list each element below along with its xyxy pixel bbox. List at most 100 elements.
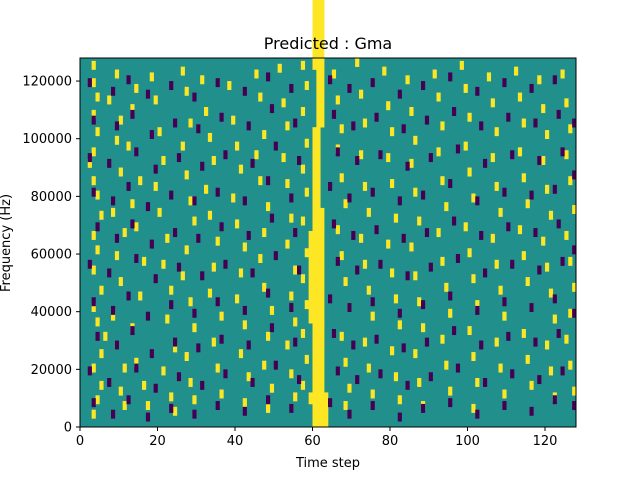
x-tick-label: 20: [149, 434, 166, 449]
heatmap-cell-high: [231, 193, 236, 203]
y-axis: 0 20000 40000 60000 80000 100000 120000: [22, 75, 80, 436]
heatmap-cell-high: [281, 98, 286, 108]
heatmap-cell-high: [281, 153, 286, 163]
heatmap-cell-high: [200, 75, 205, 85]
heatmap-cell-low: [475, 86, 480, 96]
heatmap-cell-low: [378, 259, 383, 269]
heatmap-cell-high: [444, 360, 449, 370]
heatmap-cell-low: [351, 121, 356, 131]
heatmap-cell-high: [304, 300, 309, 310]
heatmap-cell-low: [351, 340, 356, 350]
heatmap-cell-high: [111, 207, 116, 217]
heatmap-cell-low: [556, 219, 561, 229]
heatmap-cell-low: [153, 164, 158, 174]
heatmap-cell-low: [223, 369, 228, 379]
heatmap-cell-high: [312, 0, 317, 70]
heatmap-cell-low: [370, 297, 375, 307]
heatmap-cell-low: [347, 193, 352, 203]
heatmap-cell-low: [87, 366, 92, 376]
heatmap-cell-high: [258, 176, 263, 186]
heatmap-cell-high: [254, 150, 259, 160]
heatmap-cell-low: [428, 153, 433, 163]
heatmap-cell-high: [180, 271, 185, 281]
heatmap-cell-low: [130, 219, 135, 229]
heatmap-cell-high: [188, 297, 193, 307]
heatmap-cell-high: [405, 75, 410, 85]
heatmap-cell-high: [568, 176, 573, 186]
heatmap-cell-low: [215, 401, 220, 410]
heatmap-cell-high: [316, 127, 321, 209]
heatmap-cell-low: [192, 308, 197, 318]
x-tick-label: 40: [227, 434, 244, 449]
heatmap-cell-low: [533, 228, 538, 238]
heatmap-cell-low: [502, 78, 507, 88]
heatmap-cell-high: [262, 360, 267, 370]
heatmap-cell-high: [362, 181, 368, 191]
heatmap-cell-low: [401, 233, 406, 243]
heatmap-cell-high: [266, 403, 271, 413]
heatmap-cell-low: [347, 83, 352, 93]
heatmap-cell-low: [196, 124, 201, 134]
heatmap-cell-high: [386, 239, 391, 249]
heatmap-cell-low: [452, 326, 457, 336]
x-tick-label: 120: [533, 434, 558, 449]
heatmap-cell-high: [370, 311, 375, 321]
heatmap-cell-low: [91, 115, 96, 125]
heatmap-cell-low: [335, 256, 340, 266]
heatmap-cell-high: [316, 323, 321, 393]
heatmap-cell-low: [273, 360, 278, 370]
heatmap-cell-high: [471, 352, 476, 361]
heatmap-cell-low: [87, 259, 92, 269]
heatmap-cell-low: [91, 398, 96, 408]
heatmap-cell-high: [235, 294, 240, 304]
heatmap-cell-high: [91, 176, 96, 186]
heatmap-cell-high: [300, 216, 306, 226]
heatmap-cell-low: [506, 331, 511, 341]
heatmap-cell-low: [510, 150, 515, 160]
heatmap-cell-high: [320, 0, 325, 70]
heatmap-cell-high: [537, 75, 542, 85]
heatmap-cell-high: [254, 69, 259, 79]
heatmap-cell-low: [328, 398, 333, 408]
heatmap-cell-high: [545, 262, 550, 272]
heatmap-cell-low: [126, 181, 131, 191]
heatmap-cell-high: [134, 83, 139, 93]
heatmap-cell-high: [169, 285, 174, 295]
heatmap-cell-low: [130, 109, 135, 119]
heatmap-cell-high: [494, 337, 499, 347]
heatmap-cell-high: [320, 392, 325, 428]
heatmap-cell-low: [269, 213, 275, 223]
heatmap-cell-low: [297, 156, 302, 165]
heatmap-cell-low: [242, 86, 247, 96]
heatmap-cell-low: [424, 228, 430, 238]
heatmap-cell-high: [517, 147, 523, 157]
heatmap-cell-high: [471, 193, 476, 203]
heatmap-cell-low: [448, 72, 453, 82]
heatmap-cell-low: [200, 380, 205, 390]
heatmap-cell-high: [99, 349, 104, 359]
heatmap-cell-low: [153, 274, 158, 284]
x-tick-label: 0: [76, 434, 84, 449]
heatmap-cell-high: [103, 331, 108, 341]
heatmap-cell-low: [242, 196, 247, 206]
heatmap-cell-low: [169, 190, 174, 200]
heatmap-cell-low: [374, 225, 379, 235]
heatmap-cell-low: [428, 372, 433, 382]
heatmap-cell-low: [424, 337, 430, 347]
y-tick-label: 0: [64, 421, 72, 436]
heatmap-cell-low: [378, 150, 383, 160]
heatmap-cell-high: [521, 328, 526, 338]
heatmap-cell-high: [285, 340, 290, 350]
heatmap-cell-high: [560, 69, 565, 79]
heatmap-cell-low: [95, 222, 100, 232]
heatmap-cell-low: [289, 303, 294, 312]
heatmap-cell-low: [200, 161, 205, 171]
heatmap-cell-low: [87, 153, 92, 163]
heatmap-cell-high: [467, 167, 472, 177]
heatmap-cell-high: [207, 210, 213, 220]
heatmap-cell-high: [153, 181, 158, 191]
heatmap-cell-low: [219, 334, 224, 344]
heatmap-cell-high: [169, 392, 174, 402]
heatmap-cell-low: [529, 303, 534, 312]
heatmap-cell-high: [138, 176, 143, 186]
